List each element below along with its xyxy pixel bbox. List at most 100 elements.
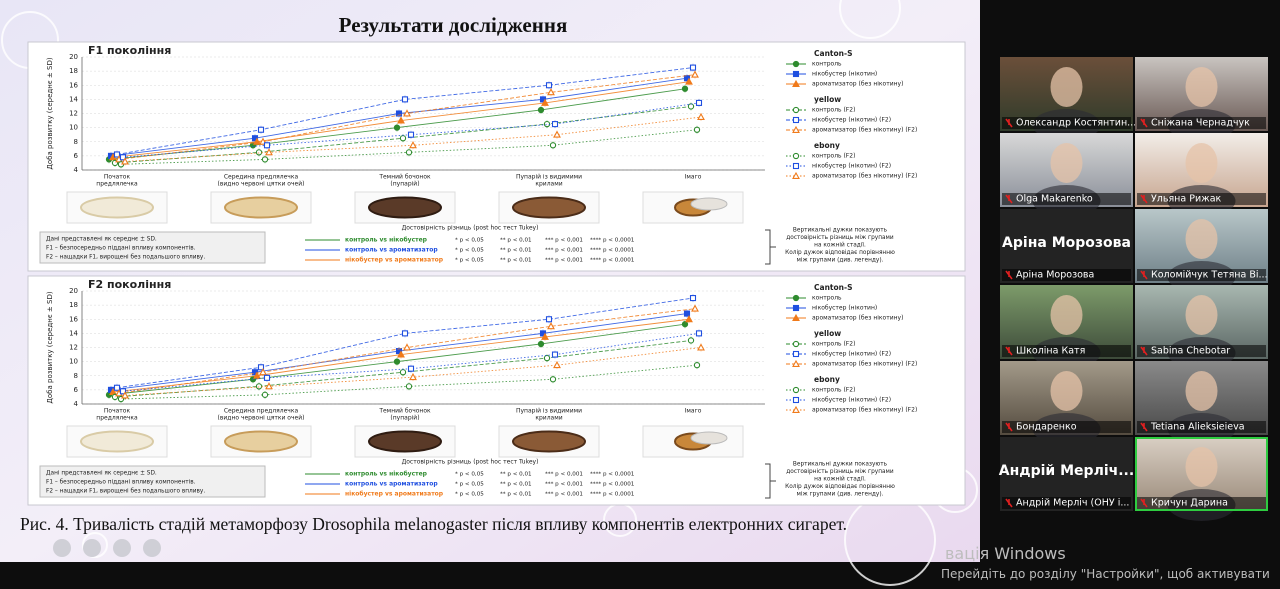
stage-photo bbox=[80, 430, 154, 453]
participant-name: Olga Makarenko bbox=[1016, 194, 1093, 205]
data-point bbox=[543, 120, 551, 128]
y-tick-label: 8 bbox=[74, 138, 78, 146]
x-tick-label: (видно червоні цятки очей) bbox=[218, 415, 305, 422]
legend-label: ароматизатор (без нікотину) (F2) bbox=[812, 173, 917, 180]
y-tick-label: 10 bbox=[69, 124, 78, 132]
name-label-bg bbox=[1002, 345, 1131, 357]
caption: Рис. 4. Тривалість стадій метаморфозу Dr… bbox=[20, 514, 848, 534]
bracket-note: між групами (див. легенду). bbox=[797, 258, 884, 264]
significance-level: ** p < 0,01 bbox=[500, 482, 532, 488]
data-point bbox=[792, 294, 800, 302]
data-point bbox=[263, 142, 271, 149]
x-tick-label: Темний бочонок bbox=[378, 174, 431, 181]
data-point bbox=[397, 116, 405, 124]
participant-tile[interactable]: Ульяна Рижак bbox=[1135, 133, 1268, 217]
muted-mic-icon bbox=[1005, 346, 1013, 356]
chart-title: F2 покоління bbox=[88, 278, 171, 291]
data-point bbox=[792, 396, 800, 404]
legend-group-title: ebony bbox=[814, 375, 840, 384]
y-tick-label: 12 bbox=[69, 110, 78, 118]
data-point bbox=[683, 75, 691, 82]
participant-name: Tetiana Alieksieieva bbox=[1150, 422, 1245, 433]
data-point bbox=[687, 103, 695, 110]
participant-tile[interactable]: Кричун Дарина bbox=[1135, 437, 1268, 521]
significance-level: ** p < 0,01 bbox=[500, 492, 532, 498]
data-point bbox=[681, 85, 689, 92]
participant-tile[interactable]: Андрій Мерліч... Андрій Мерліч (ОНУ і... bbox=[999, 437, 1134, 511]
note-text: Дані представлені як середнє ± SD. bbox=[46, 471, 157, 477]
x-tick-label: (видно червоні цятки очей) bbox=[218, 181, 305, 188]
significance-level: ** p < 0,01 bbox=[500, 248, 532, 254]
data-point bbox=[792, 359, 800, 367]
participant-tile[interactable]: Сніжана Чернадчук bbox=[1135, 57, 1268, 141]
name-label-bg bbox=[1137, 269, 1266, 281]
data-point bbox=[551, 351, 559, 358]
participant-tile[interactable]: Tetiana Alieksieieva bbox=[1135, 361, 1268, 445]
active-speaker-border bbox=[1135, 437, 1268, 511]
data-point bbox=[255, 383, 263, 390]
data-point bbox=[681, 321, 689, 328]
data-point bbox=[403, 109, 411, 117]
x-tick-label: крилами bbox=[535, 415, 562, 422]
data-point bbox=[119, 154, 127, 161]
x-tick-label: Імаго bbox=[685, 174, 702, 181]
stage-photo bbox=[224, 430, 298, 453]
participant-tile[interactable]: Олександр Костянтин... bbox=[1000, 57, 1136, 141]
data-point bbox=[693, 126, 701, 133]
legend-label: ароматизатор (без нікотину) (F2) bbox=[812, 407, 917, 414]
participant-tile[interactable]: Коломійчук Тетяна Ві... bbox=[1135, 209, 1268, 293]
data-point bbox=[551, 121, 559, 128]
data-point bbox=[792, 152, 800, 160]
name-label-bg bbox=[1002, 421, 1131, 433]
data-point bbox=[685, 77, 693, 85]
name-label-bg bbox=[1137, 345, 1266, 357]
significance-level: * p < 0,05 bbox=[455, 248, 484, 254]
data-point bbox=[691, 304, 699, 312]
data-point bbox=[399, 135, 407, 142]
bracket-note: достовірність різниць між групами bbox=[786, 235, 894, 241]
participant-name: Бондаренко bbox=[1016, 422, 1077, 433]
data-point bbox=[792, 171, 800, 179]
participant-tile[interactable]: Школіна Катя bbox=[1000, 285, 1133, 369]
toolbar-icons[interactable] bbox=[53, 539, 161, 557]
data-point bbox=[683, 310, 691, 317]
x-tick-label: (пупарій) bbox=[390, 415, 419, 422]
legend-group-title: yellow bbox=[814, 329, 841, 338]
person-silhouette bbox=[1185, 295, 1218, 335]
data-point bbox=[265, 148, 273, 156]
data-point bbox=[697, 343, 705, 351]
data-point bbox=[539, 96, 547, 103]
stage-photo bbox=[512, 196, 586, 219]
significance-level: * p < 0,05 bbox=[455, 258, 484, 264]
person-silhouette bbox=[1050, 371, 1083, 411]
stage-photo-wing bbox=[690, 431, 728, 445]
data-point bbox=[549, 376, 557, 383]
person-silhouette bbox=[1185, 67, 1218, 107]
data-point bbox=[553, 361, 561, 369]
y-tick-label: 14 bbox=[69, 329, 78, 337]
y-tick-label: 8 bbox=[74, 372, 78, 380]
participant-tile[interactable]: Sabina Chebotar bbox=[1135, 285, 1268, 369]
name-label-bg bbox=[1137, 497, 1266, 509]
data-point bbox=[792, 70, 800, 78]
legend-label: нікобустер (нікотин) bbox=[812, 305, 877, 312]
participant-tile[interactable]: Аріна Морозова Аріна Морозова bbox=[1000, 209, 1133, 283]
significance-level: ** p < 0,01 bbox=[500, 238, 532, 244]
x-tick-label: Середина предлялечка bbox=[224, 174, 299, 181]
participant-tile[interactable]: Бондаренко bbox=[1000, 361, 1133, 445]
participant-name: Коломійчук Тетяна Ві... bbox=[1151, 270, 1268, 281]
data-point bbox=[407, 131, 415, 138]
data-point bbox=[547, 322, 555, 330]
stage-photo bbox=[224, 196, 298, 219]
muted-mic-icon bbox=[1140, 270, 1148, 280]
data-point bbox=[113, 384, 121, 391]
data-point bbox=[257, 364, 265, 371]
participant-tile[interactable]: Olga Makarenko bbox=[1000, 133, 1133, 217]
significance-level: * p < 0,05 bbox=[455, 472, 484, 478]
note-text: F1 – безпосередньо піддані впливу компон… bbox=[46, 246, 196, 252]
data-point bbox=[113, 151, 121, 158]
significance-level: * p < 0,05 bbox=[455, 238, 484, 244]
participant-name: Сніжана Чернадчук bbox=[1151, 118, 1250, 129]
x-tick-label: Пупарій із видимими bbox=[516, 174, 582, 181]
name-label-bg bbox=[1002, 497, 1131, 509]
